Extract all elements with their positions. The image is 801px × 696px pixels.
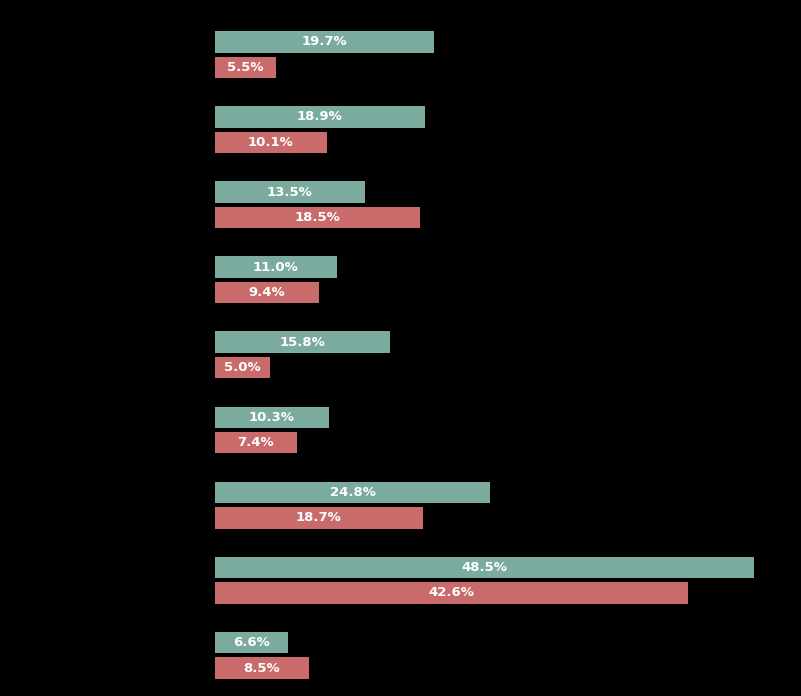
Text: 6.6%: 6.6% — [233, 636, 270, 649]
Text: 48.5%: 48.5% — [461, 561, 507, 574]
Bar — [215, 106, 425, 128]
Bar — [215, 482, 490, 503]
Text: 10.3%: 10.3% — [249, 411, 295, 424]
Bar — [215, 256, 337, 278]
Text: 8.5%: 8.5% — [244, 661, 280, 674]
Text: 18.9%: 18.9% — [297, 111, 343, 123]
Text: 9.4%: 9.4% — [248, 286, 285, 299]
Bar — [215, 657, 309, 679]
Bar — [215, 207, 421, 228]
Bar — [215, 406, 329, 428]
Bar — [215, 582, 688, 603]
Text: 15.8%: 15.8% — [280, 335, 325, 349]
Bar — [215, 331, 390, 353]
Text: 7.4%: 7.4% — [238, 436, 274, 450]
Text: 24.8%: 24.8% — [330, 486, 376, 499]
Text: 11.0%: 11.0% — [253, 260, 299, 274]
Text: 42.6%: 42.6% — [429, 587, 474, 599]
Bar — [215, 632, 288, 654]
Bar — [215, 507, 423, 528]
Bar — [215, 132, 327, 153]
Bar — [215, 557, 754, 578]
Text: 10.1%: 10.1% — [248, 136, 294, 149]
Bar — [215, 432, 297, 454]
Text: 5.0%: 5.0% — [224, 361, 261, 374]
Bar — [215, 282, 320, 303]
Text: 18.5%: 18.5% — [295, 211, 340, 224]
Text: 13.5%: 13.5% — [267, 186, 312, 198]
Text: 5.5%: 5.5% — [227, 61, 264, 74]
Text: 19.7%: 19.7% — [301, 35, 347, 49]
Bar — [215, 56, 276, 78]
Bar — [215, 357, 270, 379]
Bar — [215, 182, 364, 203]
Bar — [215, 31, 434, 53]
Text: 18.7%: 18.7% — [296, 512, 341, 524]
